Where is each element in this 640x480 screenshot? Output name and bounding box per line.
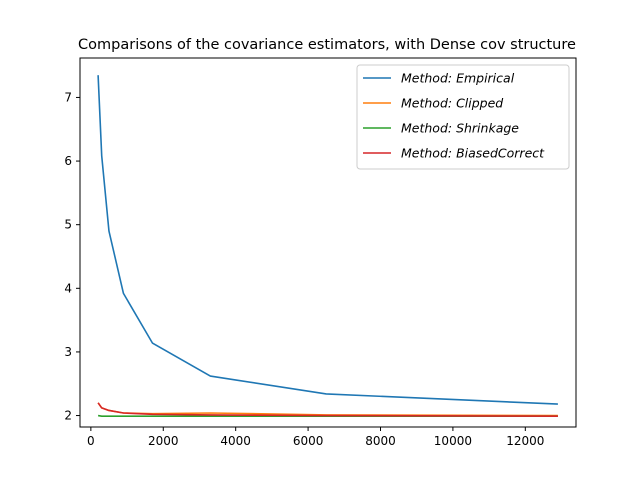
x-tick-label: 0 — [87, 434, 95, 448]
series-line-method-biasedcorrect — [97, 402, 558, 417]
legend-entry: Method: Shrinkage — [401, 121, 519, 136]
y-tick-label: 7 — [64, 90, 72, 104]
y-tick-label: 6 — [64, 154, 72, 168]
plot-layer — [97, 75, 558, 417]
x-tick-label: 2000 — [148, 434, 179, 448]
series-line-method-empirical — [97, 75, 558, 405]
chart-title: Comparisons of the covariance estimators… — [78, 37, 576, 53]
y-tick-label: 2 — [64, 409, 72, 423]
legend-entry: Method: Empirical — [401, 71, 515, 86]
y-tick-label: 4 — [64, 281, 72, 295]
x-tick-label: 8000 — [365, 434, 396, 448]
plot-frame — [79, 57, 577, 428]
legend-box — [356, 64, 570, 170]
x-tick-label: 6000 — [293, 434, 324, 448]
legend-entry: Method: Clipped — [401, 96, 503, 111]
x-tick-label: 4000 — [220, 434, 251, 448]
x-tick-label: 12000 — [506, 434, 544, 448]
legend: Method: Empirical Method: Clipped Method: … — [356, 64, 570, 170]
legend-entry: Method: BiasedCorrect — [401, 146, 545, 161]
y-tick-label: 3 — [64, 345, 72, 359]
y-tick-label: 5 — [64, 218, 72, 232]
axes-layer: 0 2000 4000 6000 8000 10000 12000 2 3 4 5 6 7 — [64, 90, 544, 448]
x-tick-label: 10000 — [434, 434, 472, 448]
